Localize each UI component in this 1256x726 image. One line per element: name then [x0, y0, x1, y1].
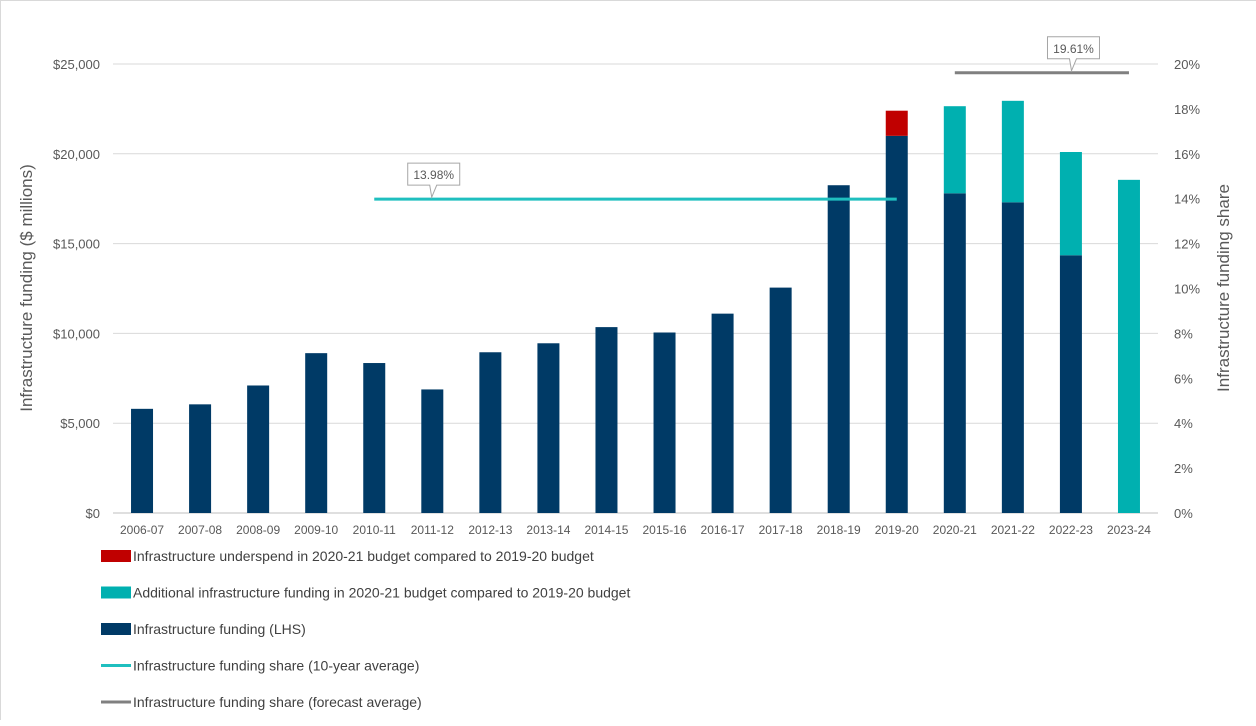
callout-box — [407, 162, 461, 199]
x-tick-label: 2013-14 — [526, 523, 570, 537]
legend-item: Additional infrastructure funding in 202… — [101, 585, 630, 601]
legend-label: Infrastructure underspend in 2020-21 bud… — [133, 548, 594, 564]
legend: Infrastructure underspend in 2020-21 bud… — [101, 548, 630, 710]
line-callout: 13.98% — [407, 162, 461, 199]
x-tick-label: 2021-22 — [991, 523, 1035, 537]
legend-label: Infrastructure funding share (10-year av… — [133, 658, 419, 674]
right-axis: 0% 2% 4% 6% 8% 10% 12% 14% 16% 18% 20% — [1174, 57, 1200, 521]
y2-tick-label: 0% — [1174, 506, 1193, 521]
y2-tick-label: 14% — [1174, 192, 1200, 207]
bar — [595, 327, 618, 513]
legend-item: Infrastructure funding share (10-year av… — [101, 658, 419, 674]
bar — [1117, 179, 1140, 514]
x-tick-label: 2011-12 — [411, 523, 454, 537]
y2-axis-title: Infrastructure funding share — [1214, 184, 1233, 392]
legend-item: Infrastructure funding share (forecast a… — [101, 694, 422, 710]
left-axis: $0 $5,000 $10,000 $15,000 $20,000 $25,000 — [53, 57, 100, 521]
bar — [421, 389, 444, 513]
bar-series — [131, 100, 1140, 514]
x-tick-label: 2018-19 — [817, 523, 861, 537]
x-tick-label: 2009-10 — [294, 523, 338, 537]
x-tick-label: 2020-21 — [933, 523, 977, 537]
y-axis-title: Infrastructure funding ($ millions) — [17, 164, 36, 412]
y2-tick-label: 20% — [1174, 57, 1200, 72]
y2-tick-label: 10% — [1174, 282, 1200, 297]
data-label: 13.98% — [413, 168, 454, 182]
y2-tick-label: 8% — [1174, 326, 1193, 341]
data-label: 19.61% — [1053, 42, 1094, 56]
x-tick-label: 2022-23 — [1049, 523, 1093, 537]
callout-box — [1047, 36, 1100, 73]
bar — [131, 408, 154, 513]
legend-swatch — [101, 623, 131, 635]
y2-tick-label: 6% — [1174, 371, 1193, 386]
y-tick-label: $15,000 — [53, 237, 100, 252]
x-tick-label: 2016-17 — [701, 523, 745, 537]
bar — [885, 135, 908, 513]
y2-tick-label: 12% — [1174, 237, 1200, 252]
y-tick-label: $0 — [86, 506, 100, 521]
x-axis: 2006-07 2007-08 2008-09 2009-10 2010-11 2011-… — [120, 523, 1151, 537]
y-tick-label: $10,000 — [53, 326, 100, 341]
y2-tick-label: 16% — [1174, 147, 1200, 162]
bar — [1001, 100, 1024, 203]
x-tick-label: 2012-13 — [468, 523, 512, 537]
bar — [363, 363, 386, 513]
bar — [943, 193, 966, 513]
y2-tick-label: 4% — [1174, 416, 1193, 431]
bar — [1059, 255, 1082, 514]
x-tick-label: 2019-20 — [875, 523, 919, 537]
y-tick-label: $5,000 — [60, 416, 100, 431]
legend-item: Infrastructure underspend in 2020-21 bud… — [101, 548, 594, 564]
y-tick-label: $20,000 — [53, 147, 100, 162]
legend-swatch — [101, 550, 131, 562]
y2-tick-label: 18% — [1174, 102, 1200, 117]
average-lines: 13.98% 19.61% — [374, 36, 1129, 201]
bar — [827, 185, 850, 514]
y-tick-label: $25,000 — [53, 57, 100, 72]
bar — [305, 353, 328, 513]
bar — [653, 332, 676, 513]
x-tick-label: 2017-18 — [759, 523, 803, 537]
legend-swatch — [101, 586, 131, 599]
gridlines — [113, 63, 1158, 514]
bar — [247, 385, 270, 513]
bar — [537, 343, 560, 513]
bar — [189, 404, 212, 513]
legend-item: Infrastructure funding (LHS) — [101, 621, 306, 637]
bar — [943, 106, 966, 194]
x-tick-label: 2006-07 — [120, 523, 164, 537]
bar — [885, 110, 908, 136]
x-tick-label: 2023-24 — [1107, 523, 1151, 537]
bar — [769, 287, 792, 513]
legend-label: Infrastructure funding share (forecast a… — [133, 694, 422, 710]
bar — [479, 352, 502, 513]
x-tick-label: 2007-08 — [178, 523, 222, 537]
x-tick-label: 2015-16 — [643, 523, 687, 537]
bar — [1059, 152, 1082, 256]
x-tick-label: 2014-15 — [584, 523, 628, 537]
y2-tick-label: 2% — [1174, 461, 1193, 476]
x-tick-label: 2008-09 — [236, 523, 280, 537]
legend-label: Additional infrastructure funding in 202… — [133, 585, 630, 601]
bar — [1001, 202, 1024, 514]
legend-label: Infrastructure funding (LHS) — [133, 621, 306, 637]
x-tick-label: 2010-11 — [353, 523, 396, 537]
bar — [711, 313, 734, 513]
line-callout: 19.61% — [1047, 36, 1100, 73]
